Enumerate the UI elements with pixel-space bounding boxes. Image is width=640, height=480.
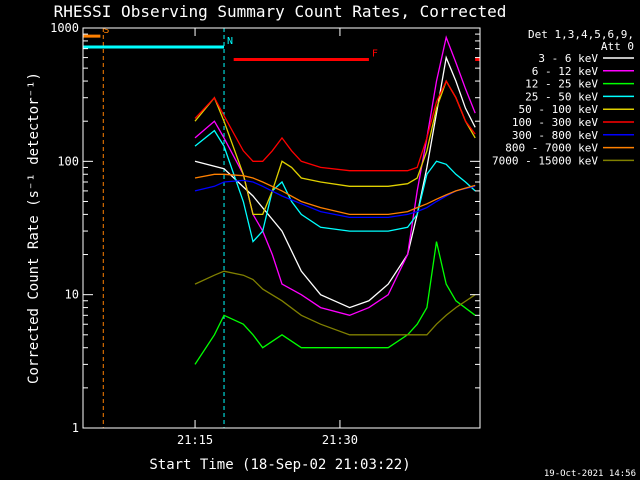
y-axis-label: Corrected Count Rate (s⁻¹ detector⁻¹)	[26, 72, 42, 384]
plot-frame	[82, 27, 481, 429]
series-line-2	[194, 241, 476, 365]
plot-area: S N F	[83, 25, 480, 428]
legend-header-1: Att 0	[601, 40, 634, 53]
legend-label-3: 25 - 50 keV	[525, 90, 598, 103]
series-line-6	[194, 179, 476, 219]
flag-label-n: N	[227, 36, 233, 47]
series-line-4	[194, 79, 476, 216]
footer-timestamp: 19-Oct-2021 14:56	[544, 469, 636, 479]
x-tick-label-1: 21:30	[322, 433, 358, 447]
legend-label-2: 12 - 25 keV	[525, 78, 598, 91]
chart-title: RHESSI Observing Summary Count Rates, Co…	[54, 2, 507, 21]
legend-label-7: 800 - 7000 keV	[505, 142, 598, 155]
flag-label-s: S	[103, 25, 109, 36]
legend-label-0: 3 - 6 keV	[538, 52, 598, 65]
legend-label-6: 300 - 800 keV	[512, 129, 598, 142]
y-axis: 1 10 100 1000	[50, 21, 480, 435]
y-tick-label-2: 100	[57, 154, 79, 168]
y-tick-label-1: 10	[65, 288, 79, 302]
y-tick-label-3: 1000	[50, 21, 79, 35]
x-axis-label: Start Time (18-Sep-02 21:03:22)	[149, 457, 410, 473]
series-line-5	[194, 79, 476, 172]
x-axis: 21:15 21:30	[177, 28, 358, 447]
series-line-8	[194, 270, 476, 336]
legend-header-0: Det 1,3,4,5,6,9,	[528, 28, 634, 41]
series-line-3	[194, 129, 476, 243]
legend-label-5: 100 - 300 keV	[512, 116, 598, 129]
series-line-0	[194, 55, 476, 309]
y-tick-label-0: 1	[72, 421, 79, 435]
flag-label-f: F	[372, 49, 378, 60]
x-tick-label-0: 21:15	[177, 433, 213, 447]
legend-label-1: 6 - 12 keV	[532, 65, 599, 78]
legend-label-8: 7000 - 15000 keV	[492, 154, 598, 167]
legend-label-4: 50 - 100 keV	[519, 103, 599, 116]
series-line-7	[194, 173, 476, 216]
